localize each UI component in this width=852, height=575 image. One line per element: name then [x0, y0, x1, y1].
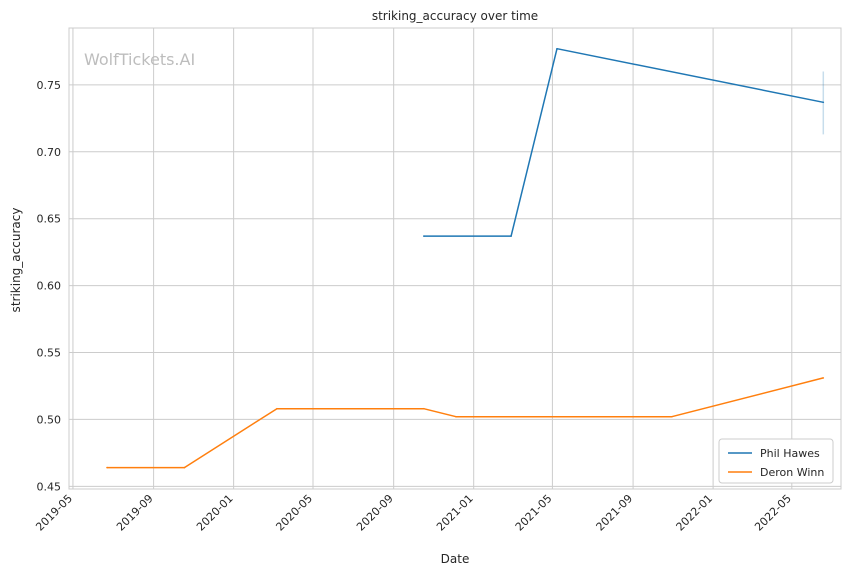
x-tick-label: 2020-05 [273, 492, 315, 534]
plot-area [68, 27, 842, 490]
data-point-deron-winn [822, 377, 825, 379]
y-tick-label: 0.50 [37, 413, 62, 426]
y-tick-label: 0.65 [37, 213, 62, 226]
x-tick-label: 2022-05 [752, 492, 794, 534]
data-point-deron-winn [423, 407, 425, 410]
y-tick-label: 0.75 [37, 79, 62, 92]
x-tick-label: 2022-01 [674, 492, 716, 534]
data-point-phil-hawes [556, 47, 558, 50]
data-point-phil-hawes [423, 235, 425, 237]
x-tick-label: 2019-05 [33, 492, 75, 534]
y-tick-label: 0.55 [37, 347, 62, 360]
x-tick-label: 2021-09 [594, 492, 636, 534]
y-tick-label: 0.45 [37, 480, 62, 493]
data-point-deron-winn [670, 415, 673, 418]
data-point-phil-hawes [510, 235, 512, 237]
data-point-phil-hawes [822, 101, 825, 104]
data-point-deron-winn [183, 466, 186, 469]
y-tick-label: 0.60 [37, 280, 62, 293]
x-tick-label: 2020-09 [354, 492, 396, 534]
x-axis-title: Date [441, 552, 470, 566]
data-point-deron-winn [106, 466, 108, 469]
grid-layer [69, 28, 841, 489]
x-tick-label: 2021-05 [513, 492, 555, 534]
series-layer [106, 47, 825, 469]
x-tick-label: 2020-01 [194, 492, 236, 534]
x-tick-label: 2021-01 [434, 492, 476, 534]
y-axis-title: striking_accuracy [9, 208, 23, 313]
data-point-deron-winn [455, 415, 457, 418]
legend: Phil Hawes Deron Winn [718, 438, 834, 484]
watermark: WolfTickets.AI [84, 50, 195, 69]
x-tick-label: 2019-09 [114, 492, 156, 534]
legend-label-phil-hawes: Phil Hawes [760, 447, 820, 460]
data-point-deron-winn [276, 407, 278, 410]
legend-label-deron-winn: Deron Winn [760, 466, 824, 479]
y-tick-label: 0.70 [37, 146, 62, 159]
series-line-phil-hawes [423, 47, 824, 237]
chart-title: striking_accuracy over time [372, 9, 538, 23]
